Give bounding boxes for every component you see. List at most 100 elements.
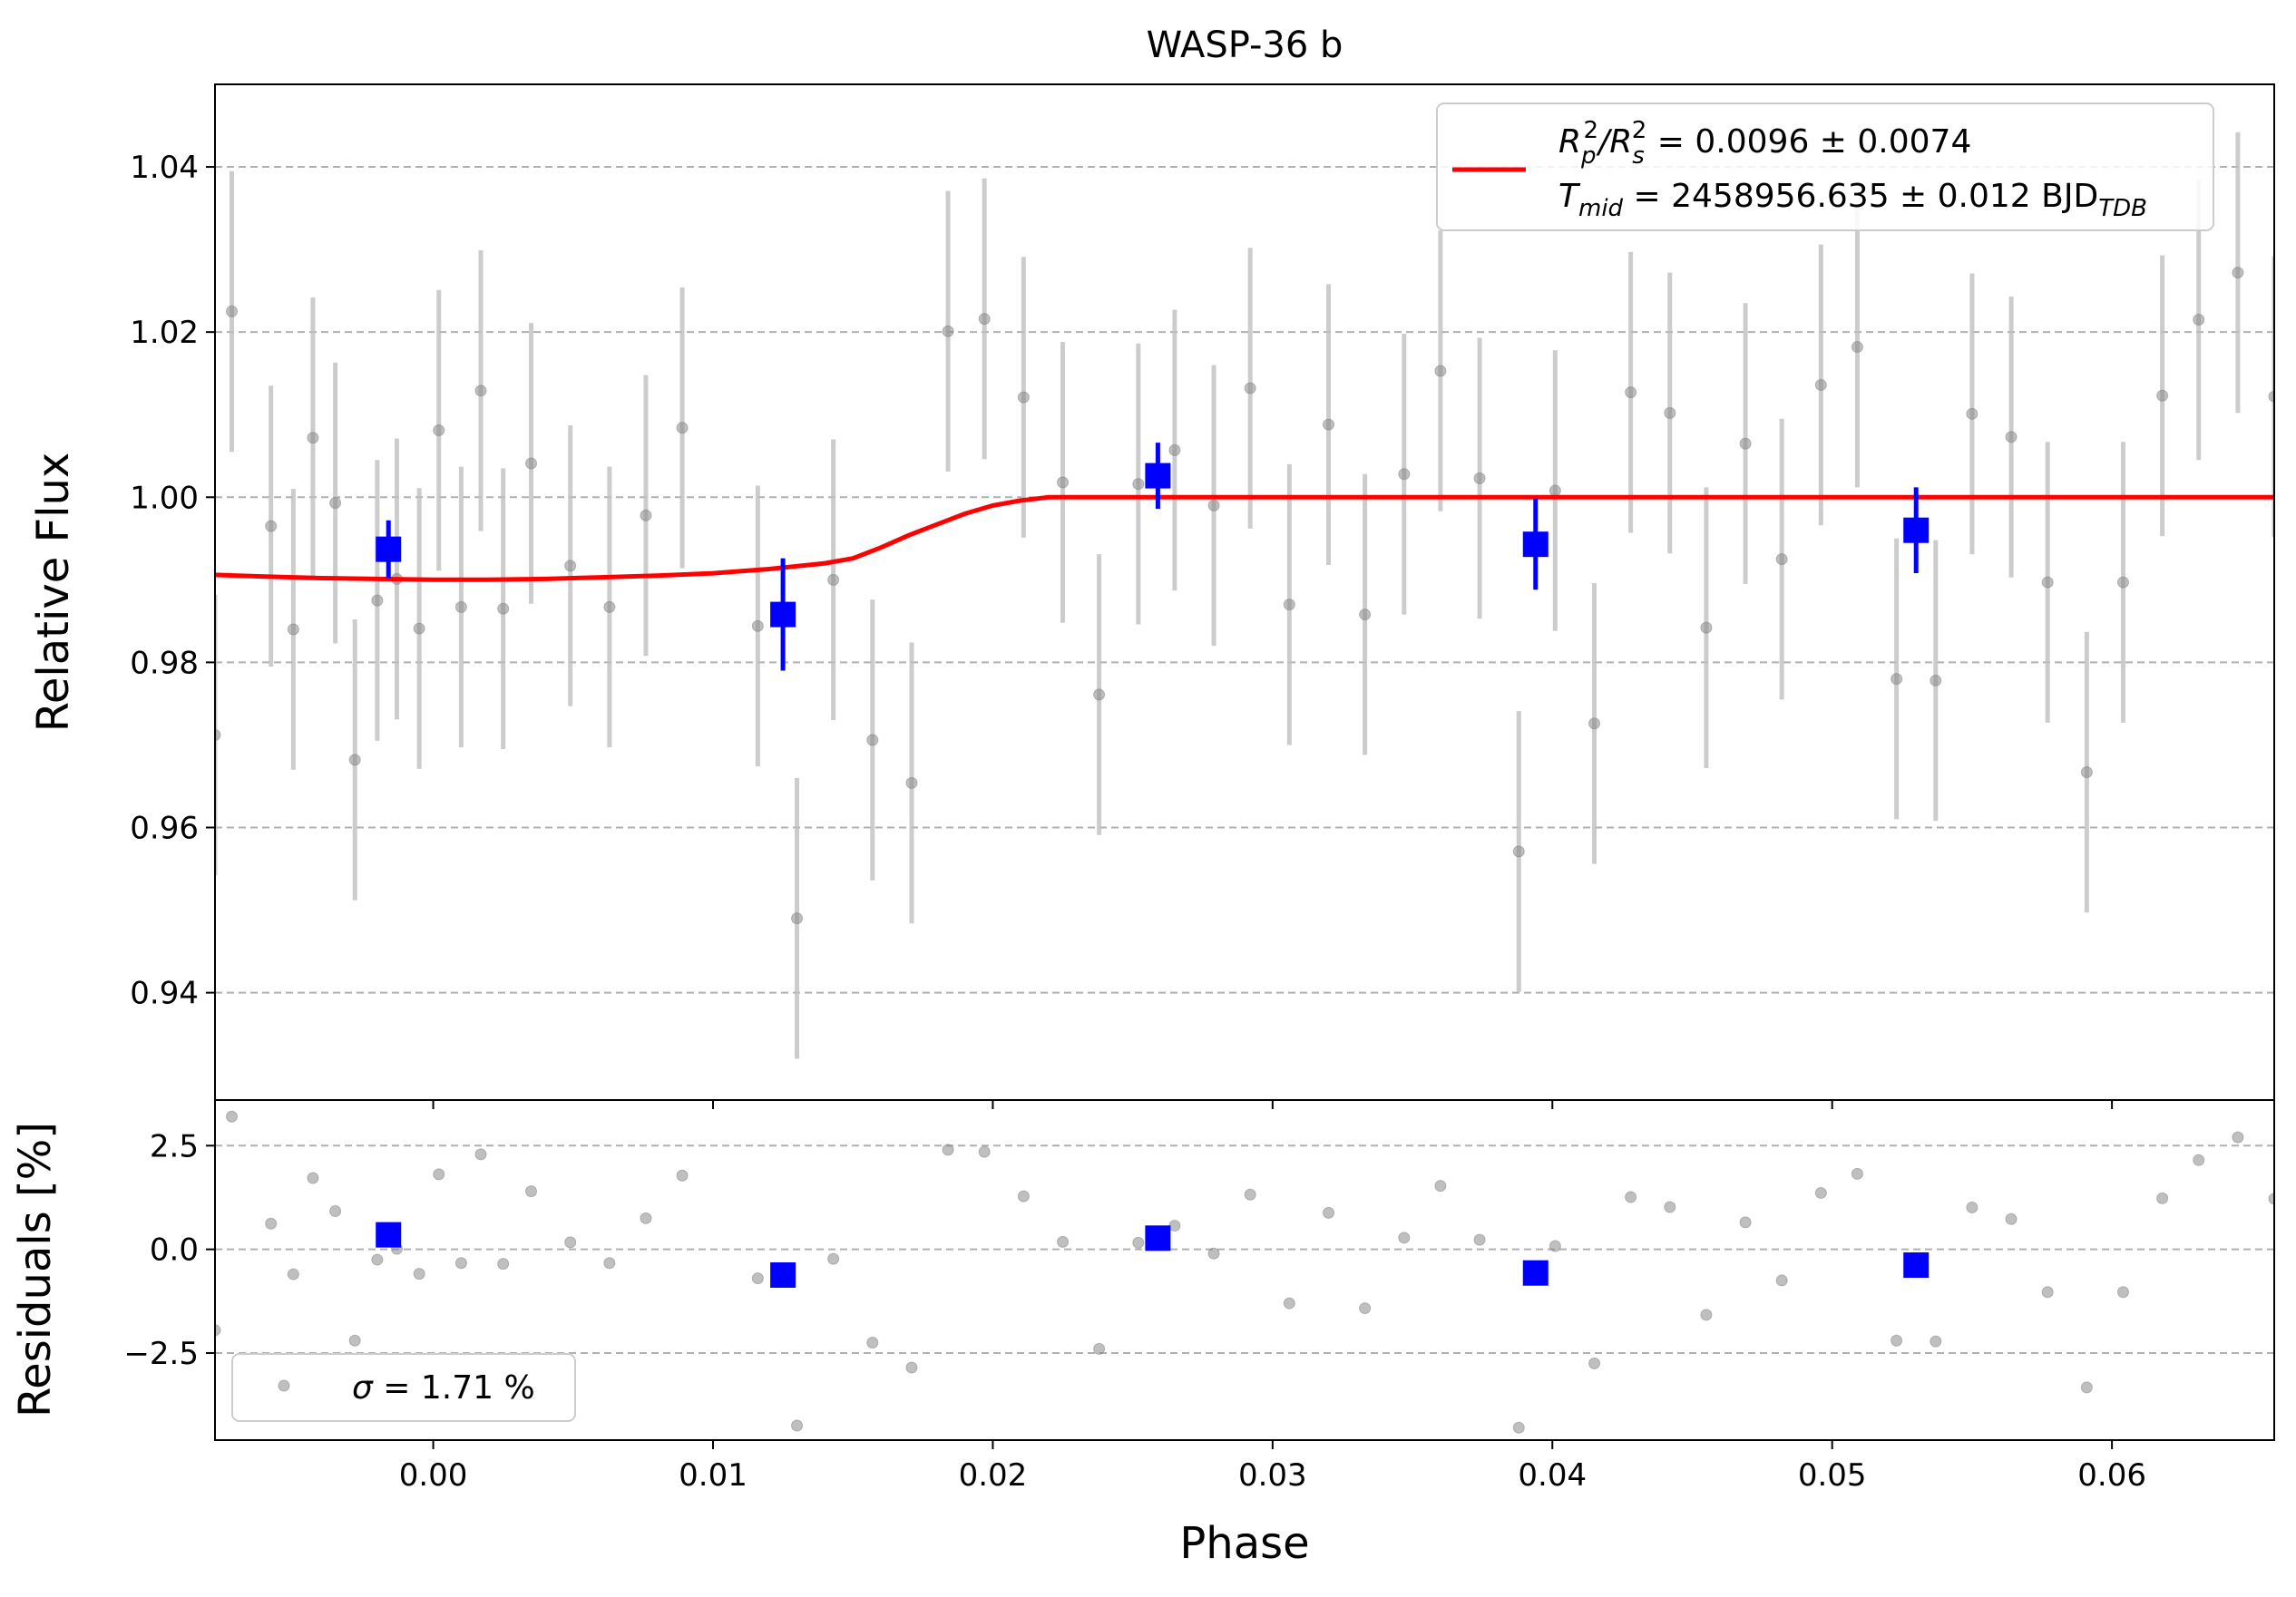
flux-binned-point (376, 536, 402, 562)
flux-point (1093, 688, 1106, 701)
flux-point (1930, 674, 1942, 687)
legend-tmid-label: Tmid = 2458956.635 ± 0.012 BJDTDB (1558, 178, 2147, 222)
residual-point (371, 1253, 384, 1266)
residual-point (1700, 1309, 1713, 1321)
flux-point (474, 385, 487, 397)
residual-point (1398, 1232, 1411, 1244)
flux-point (751, 619, 764, 632)
flux-point (1132, 478, 1145, 491)
residual-point (348, 1334, 361, 1347)
residual-point (2080, 1381, 2093, 1394)
flux-point (1549, 484, 1561, 497)
flux-legend: Rp2/Rs2 = 0.0096 ± 0.0074 Tmid = 2458956… (1436, 102, 2214, 231)
flux-point (1891, 673, 1903, 686)
residual-binned-point (1522, 1260, 1549, 1286)
residual-point (454, 1257, 467, 1270)
residual-point (1323, 1206, 1335, 1219)
x-axis: 0.00 0.01 0.02 0.03 0.04 0.05 0.06 (399, 1100, 2146, 1494)
flux-point (1966, 407, 1978, 420)
flux-point (348, 754, 361, 766)
residual-point (1244, 1188, 1256, 1201)
transit-model-curve (215, 494, 2274, 582)
residual-point (905, 1361, 918, 1374)
residual-point (640, 1212, 652, 1224)
residual-point (942, 1144, 954, 1156)
flux-data-points (215, 131, 2274, 1059)
residual-point (791, 1419, 804, 1432)
flux-point (1244, 382, 1256, 394)
residual-point (2005, 1212, 2018, 1225)
flux-binned-point (1145, 463, 1171, 489)
residual-point (525, 1185, 538, 1198)
flux-point (525, 457, 538, 470)
residual-point (751, 1272, 764, 1285)
residual-point (1891, 1334, 1903, 1347)
residual-point (1775, 1274, 1788, 1287)
residual-point (1851, 1167, 1863, 1180)
flux-point (454, 600, 467, 613)
residual-point (2232, 1131, 2244, 1144)
residuals-gridlines (215, 1144, 2274, 1354)
residual-point (413, 1268, 425, 1281)
flux-point (978, 313, 991, 326)
residuals-y-tick-label: 2.5 (150, 1128, 199, 1164)
residual-point (329, 1205, 342, 1218)
residual-point (1739, 1216, 1752, 1229)
flux-point (1323, 418, 1335, 431)
residual-point (978, 1145, 991, 1158)
flux-point (1017, 391, 1030, 404)
flux-point (1700, 621, 1713, 634)
flux-y-axis: 0.94 0.96 0.98 1.00 1.02 1.04 (130, 150, 215, 1012)
flux-gridlines (215, 166, 2274, 994)
flux-y-tick-label: 0.98 (130, 645, 199, 681)
flux-y-tick-label: 1.04 (130, 150, 199, 186)
flux-point (2268, 390, 2274, 403)
flux-point (1625, 386, 1637, 399)
residual-point (676, 1169, 689, 1182)
flux-point (1207, 499, 1220, 511)
residual-point (1132, 1236, 1145, 1249)
model-line (215, 494, 2274, 582)
flux-point (1512, 845, 1525, 858)
flux-point (866, 734, 879, 746)
residual-point (287, 1268, 299, 1281)
residual-point (2156, 1192, 2169, 1204)
flux-point (1851, 341, 1863, 354)
flux-point (265, 520, 278, 532)
flux-point (1588, 717, 1601, 730)
residual-point (1057, 1235, 1070, 1248)
flux-point (287, 623, 299, 636)
flux-point (1814, 378, 1827, 391)
flux-point (2156, 389, 2169, 402)
residuals-legend-marker (278, 1379, 290, 1392)
residual-binned-point (770, 1261, 796, 1288)
residual-point (1549, 1240, 1561, 1252)
residual-point (2268, 1193, 2274, 1205)
residuals-y-axis: −2.5 0.0 2.5 (123, 1128, 215, 1372)
flux-point (2116, 576, 2129, 589)
flux-point (307, 432, 319, 444)
residual-point (1664, 1201, 1676, 1213)
x-axis-label: Phase (1179, 1518, 1309, 1569)
residuals-y-tick-label: 0.0 (150, 1232, 199, 1269)
x-tick-label: 0.05 (1798, 1457, 1867, 1494)
residual-point (215, 1324, 221, 1337)
flux-point (1057, 476, 1070, 489)
residual-point (307, 1172, 319, 1184)
flux-point (1739, 437, 1752, 450)
flux-point (1434, 365, 1447, 377)
residual-binned-point (1145, 1225, 1171, 1251)
flux-point (905, 776, 918, 789)
residual-point (1814, 1186, 1827, 1199)
flux-point (1775, 553, 1788, 566)
residual-point (1207, 1247, 1220, 1260)
residual-point (2193, 1154, 2205, 1166)
flux-y-tick-label: 0.96 (130, 811, 199, 847)
flux-y-axis-label: Relative Flux (28, 453, 79, 733)
flux-point (226, 305, 239, 317)
residual-binned-point (1903, 1252, 1930, 1279)
flux-point (1359, 609, 1372, 621)
flux-point (2193, 314, 2205, 326)
residual-point (1512, 1421, 1525, 1434)
